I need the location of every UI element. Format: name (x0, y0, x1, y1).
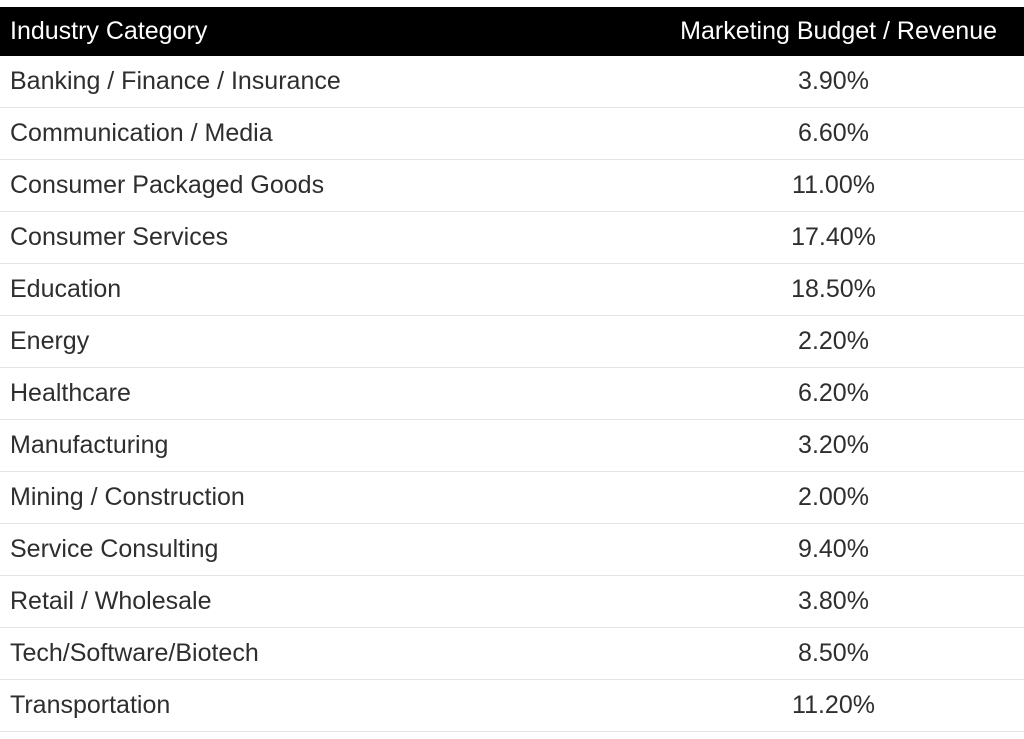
industry-cell: Consumer Packaged Goods (10, 171, 325, 199)
budget-ratio-cell: 18.50% (791, 275, 876, 303)
table-row: Education 18.50% (0, 264, 1024, 316)
table-row: Retail / Wholesale 3.80% (0, 576, 1024, 628)
table-body: Banking / Finance / Insurance 3.90% Commun… (0, 56, 1024, 732)
budget-ratio-cell: 3.80% (798, 587, 869, 615)
budget-ratio-cell: 9.40% (798, 535, 869, 563)
table-row: Service Consulting 9.40% (0, 524, 1024, 576)
industry-cell: Manufacturing (10, 431, 169, 459)
industry-cell: Education (10, 275, 122, 303)
budget-ratio-cell: 6.60% (798, 119, 869, 147)
industry-cell: Service Consulting (10, 535, 219, 563)
table-row: Healthcare 6.20% (0, 368, 1024, 420)
table-header: Industry Category Marketing Budget / Rev… (0, 7, 1024, 56)
budget-ratio-cell: 3.20% (798, 431, 869, 459)
industry-cell: Retail / Wholesale (10, 587, 212, 615)
budget-ratio-cell: 2.20% (798, 327, 869, 355)
industry-cell: Banking / Finance / Insurance (10, 67, 341, 95)
industry-cell: Healthcare (10, 379, 131, 407)
table-row: Manufacturing 3.20% (0, 420, 1024, 472)
table-row: Mining / Construction 2.00% (0, 472, 1024, 524)
table-row: Tech/Software/Biotech 8.50% (0, 628, 1024, 680)
budget-ratio-cell: 11.00% (792, 171, 875, 199)
budget-ratio-cell: 3.90% (798, 67, 869, 95)
budget-ratio-cell: 6.20% (798, 379, 869, 407)
table-row: Communication / Media 6.60% (0, 108, 1024, 160)
header-industry-category: Industry Category (10, 17, 208, 45)
industry-cell: Transportation (10, 691, 171, 719)
table-row: Consumer Services 17.40% (0, 212, 1024, 264)
industry-cell: Communication / Media (10, 119, 273, 147)
header-marketing-budget: Marketing Budget / Revenue (680, 17, 997, 45)
industry-cell: Tech/Software/Biotech (10, 639, 259, 667)
industry-cell: Energy (10, 327, 90, 355)
industry-cell: Mining / Construction (10, 483, 245, 511)
budget-table: Industry Category Marketing Budget / Rev… (0, 7, 1024, 732)
budget-ratio-cell: 2.00% (798, 483, 869, 511)
budget-ratio-cell: 11.20% (792, 691, 875, 719)
table-row: Banking / Finance / Insurance 3.90% (0, 56, 1024, 108)
table-row: Consumer Packaged Goods 11.00% (0, 160, 1024, 212)
table-row: Transportation 11.20% (0, 680, 1024, 732)
budget-ratio-cell: 17.40% (791, 223, 876, 251)
budget-ratio-cell: 8.50% (798, 639, 869, 667)
industry-cell: Consumer Services (10, 223, 229, 251)
table-row: Energy 2.20% (0, 316, 1024, 368)
